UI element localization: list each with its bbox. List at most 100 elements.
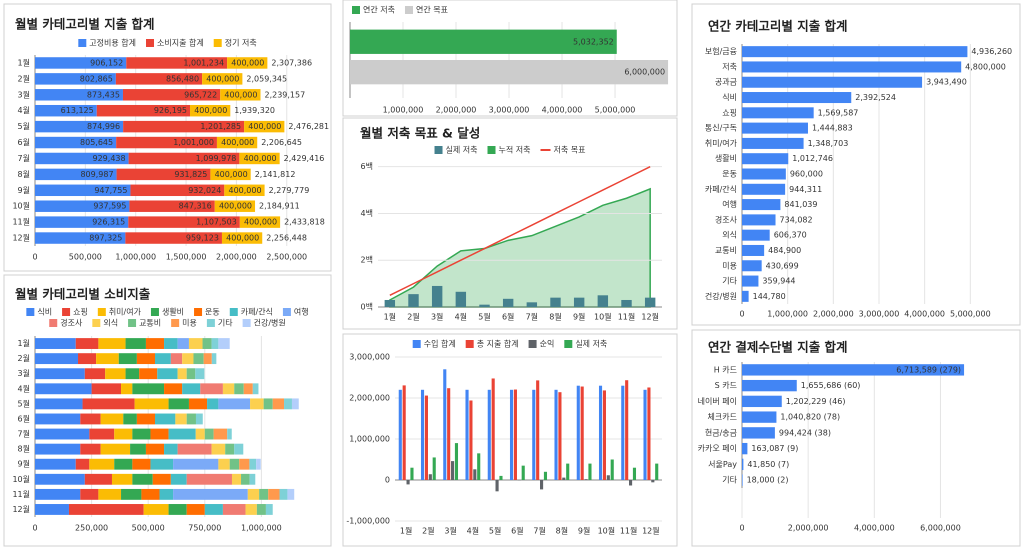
legend-label: 실제 저축	[446, 145, 478, 155]
y-tick-label: 2월	[18, 73, 30, 83]
y-tick-label: 기타	[722, 476, 737, 485]
legend-swatch	[213, 39, 222, 47]
value-label: 944,311	[789, 185, 822, 194]
bar	[451, 461, 455, 480]
legend-label: 식비	[37, 308, 52, 317]
bar-segment	[78, 353, 97, 365]
x-tick-label: 9월	[578, 526, 590, 536]
legend-swatch	[97, 308, 106, 316]
chart-title: 월별 저축 목표 & 달성	[360, 126, 480, 141]
total-label: 2,476,281	[288, 122, 329, 131]
bar-segment	[91, 383, 122, 395]
legend-label: 실제 저축	[575, 339, 607, 349]
value-label: 144,780	[753, 292, 786, 301]
value-label: 2,392,524	[855, 93, 896, 102]
bar-segment	[136, 353, 155, 365]
y-tick-label: 1,000,000	[349, 435, 390, 444]
bar-segment	[114, 458, 133, 470]
value-label: 1,569,587	[818, 108, 859, 117]
legend-swatch	[128, 319, 137, 327]
bar-segment	[136, 413, 155, 425]
legend-label: 운동	[205, 308, 220, 317]
bar-segment	[128, 216, 240, 228]
bar	[526, 302, 538, 307]
bar	[384, 299, 396, 307]
bar	[742, 199, 781, 211]
value-label: 6,000,000	[624, 68, 665, 77]
total-label: 2,184,911	[259, 202, 300, 211]
bar-segment	[100, 413, 124, 425]
legend-label: 미용	[182, 319, 197, 328]
value-label: 856,480	[166, 74, 199, 83]
bar-segment	[218, 458, 230, 470]
bar-segment	[195, 413, 203, 425]
bar-segment	[123, 413, 137, 425]
bar-segment	[141, 488, 160, 500]
bar	[509, 389, 514, 480]
bar	[540, 480, 544, 490]
bar-segment	[186, 368, 196, 380]
value-label: 400,000	[244, 218, 277, 227]
bar-segment	[259, 488, 269, 500]
total-label: 2,433,818	[284, 218, 325, 227]
bar-segment	[35, 398, 83, 410]
bar-segment	[157, 368, 178, 380]
bar-segment	[204, 428, 214, 440]
x-tick-label: 500,000	[132, 524, 165, 533]
bar-segment	[256, 458, 261, 470]
bar-segment	[224, 184, 265, 197]
bar	[576, 385, 580, 480]
y-tick-label: 7월	[18, 429, 30, 439]
bar-segment	[145, 443, 165, 455]
bar-segment	[164, 443, 178, 455]
bar-segment	[202, 338, 212, 349]
x-tick-label: 12월	[641, 312, 659, 322]
legend-swatch	[528, 340, 537, 348]
bar-segment	[265, 504, 273, 515]
bar-segment	[35, 504, 69, 515]
legend-label: 정기 저축	[225, 38, 257, 48]
bar	[350, 29, 617, 54]
value-label: 1,107,503	[196, 218, 237, 227]
legend-swatch	[92, 319, 101, 327]
bar-segment	[35, 428, 90, 440]
bar-segment	[75, 338, 99, 349]
y-tick-label: 9월	[18, 459, 30, 469]
bar	[742, 290, 749, 302]
bar-segment	[125, 368, 140, 380]
value-label: 400,000	[231, 58, 264, 67]
legend-swatch	[434, 146, 443, 154]
y-tick-label: 10월	[12, 201, 30, 211]
y-tick-label: 보험/금융	[705, 47, 737, 56]
y-tick-label: 현금/송금	[705, 428, 737, 437]
x-tick-label: 750,000	[188, 524, 221, 533]
y-tick-label: -1,000,000	[346, 517, 390, 526]
y-tick-label: 공과금	[715, 78, 737, 87]
bar	[558, 392, 562, 480]
bar-segment	[186, 504, 205, 515]
x-tick-label: 2월	[407, 312, 419, 322]
y-tick-label: 저축	[722, 62, 737, 71]
bar	[550, 297, 561, 307]
bar-segment	[35, 443, 81, 455]
total-label: 2,429,416	[284, 154, 325, 163]
bar-segment	[123, 120, 245, 133]
x-tick-label: 11월	[618, 312, 636, 322]
x-tick-label: 2,000,000	[788, 524, 829, 533]
bar	[432, 457, 436, 480]
value-label: 805,645	[80, 138, 113, 147]
bar-segment	[244, 120, 285, 133]
bar-segment	[35, 73, 116, 85]
value-label: 3,943,490	[926, 78, 967, 87]
bar	[655, 463, 659, 480]
x-tick-label: 1,000,000	[115, 253, 156, 262]
y-tick-label: 7월	[18, 153, 30, 163]
bar-segment	[222, 504, 246, 515]
bar-segment	[154, 353, 171, 365]
total-label: 2,239,157	[264, 90, 305, 99]
bar-segment	[279, 488, 288, 500]
bar-segment	[272, 398, 285, 410]
legend-swatch	[62, 308, 71, 316]
legend-swatch	[282, 308, 291, 316]
bar-segment	[213, 428, 228, 440]
